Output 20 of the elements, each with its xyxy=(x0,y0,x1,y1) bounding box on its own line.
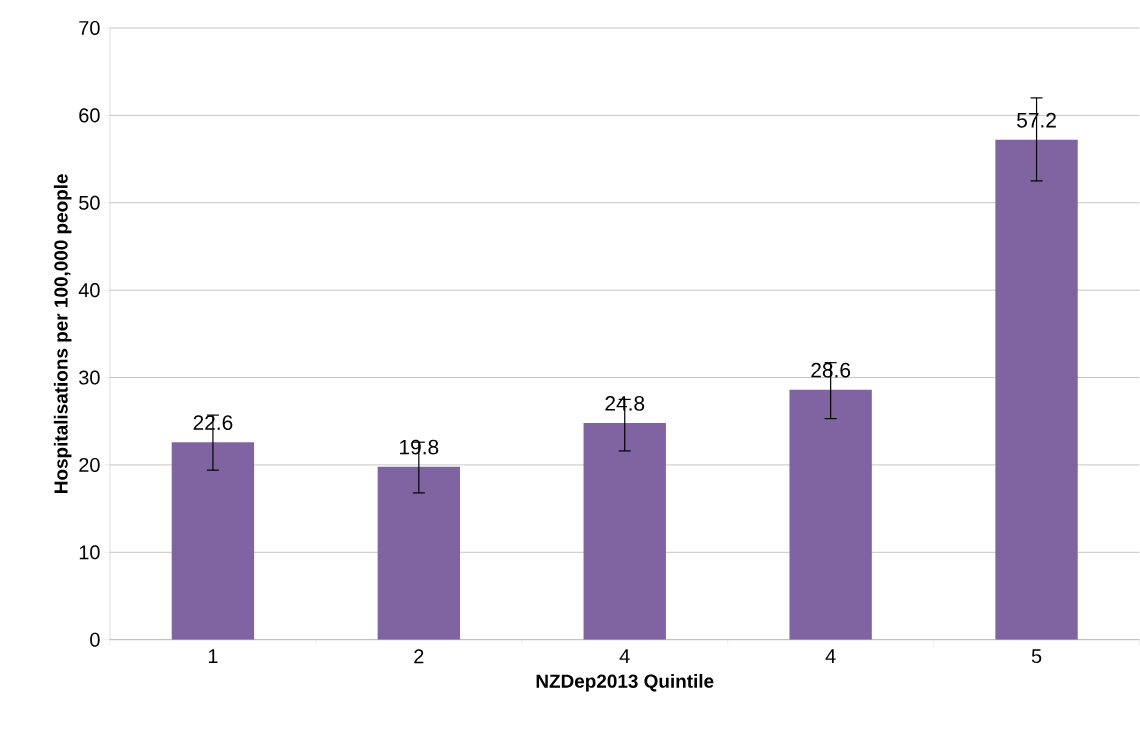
bar xyxy=(583,423,666,640)
y-tick-label: 30 xyxy=(79,370,100,385)
bar xyxy=(171,442,255,640)
y-tick-label: 70 xyxy=(79,21,100,36)
x-tick-label: 2 xyxy=(414,649,424,664)
y-tick-label: 20 xyxy=(79,458,100,473)
bar xyxy=(995,140,1078,640)
x-tick-label: 1 xyxy=(208,649,218,664)
x-tick-label: 4 xyxy=(825,649,836,664)
y-tick-label: 40 xyxy=(78,283,100,298)
y-tick-label: 60 xyxy=(79,108,100,123)
y-axis-title: Hospitalisations per 100,000 people xyxy=(53,174,72,494)
x-tick-label: 5 xyxy=(1031,649,1042,664)
x-tick-label: 4 xyxy=(619,649,630,664)
y-tick-label: 10 xyxy=(79,545,100,560)
x-axis-title: NZDep2013 Quintile xyxy=(536,674,714,692)
y-tick-label: 0 xyxy=(90,632,100,647)
bar xyxy=(377,466,461,640)
bar xyxy=(789,389,872,640)
y-tick-label: 50 xyxy=(79,195,100,210)
